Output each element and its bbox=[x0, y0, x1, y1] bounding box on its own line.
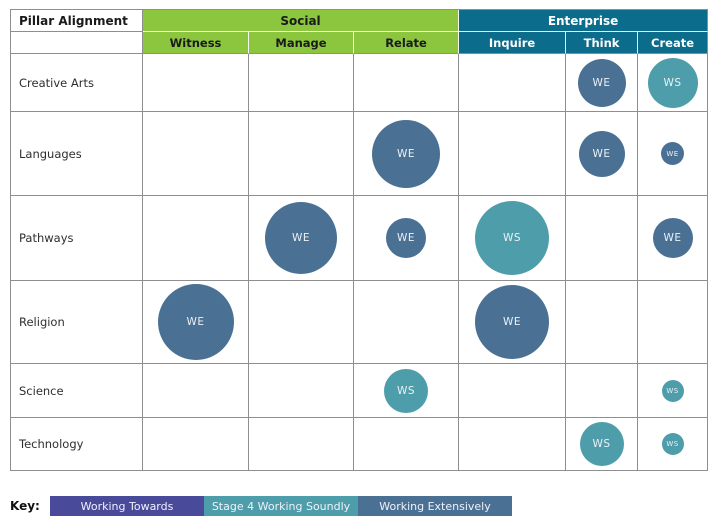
cell-technology-inquire bbox=[459, 418, 567, 471]
cell-creative-arts-manage bbox=[249, 54, 354, 112]
cell-technology-relate bbox=[354, 418, 460, 471]
table-row-pathways: Pathways WE WE WS WE bbox=[11, 196, 709, 281]
cell-science-relate: WS bbox=[354, 364, 460, 418]
cell-languages-think: WE bbox=[566, 112, 639, 196]
column-header-think: Think bbox=[566, 32, 639, 54]
cell-languages-relate: WE bbox=[354, 112, 460, 196]
cell-religion-manage bbox=[249, 281, 354, 364]
cell-science-manage bbox=[249, 364, 354, 418]
table-row-creative-arts: Creative Arts WE WS bbox=[11, 54, 709, 112]
cell-languages-manage bbox=[249, 112, 354, 196]
cell-languages-create: WE bbox=[638, 112, 709, 196]
matrix-body: Creative Arts WE WS Languages WE WE WE Pathways… bbox=[11, 54, 709, 471]
cell-science-think bbox=[566, 364, 639, 418]
bubble-we-religion-inquire: WE bbox=[475, 285, 550, 359]
legend-label: Key: bbox=[10, 499, 40, 513]
row-label-science: Science bbox=[11, 364, 143, 418]
legend-item-working-towards: Working Towards bbox=[50, 496, 204, 516]
column-header-create: Create bbox=[638, 32, 709, 54]
pillar-alignment-matrix: Pillar Alignment Social Enterprise Witness M… bbox=[10, 9, 709, 471]
cell-creative-arts-think: WE bbox=[566, 54, 639, 112]
column-header-inquire: Inquire bbox=[459, 32, 567, 54]
cell-creative-arts-create: WS bbox=[638, 54, 709, 112]
bubble-we-pathways-relate: WE bbox=[386, 218, 427, 258]
cell-science-witness bbox=[143, 364, 249, 418]
column-header-relate: Relate bbox=[354, 32, 460, 54]
legend-item-stage-4-working-soundly: Stage 4 Working Soundly bbox=[204, 496, 358, 516]
cell-religion-create bbox=[638, 281, 709, 364]
cell-languages-inquire bbox=[459, 112, 567, 196]
cell-technology-create: WS bbox=[638, 418, 709, 471]
bubble-we-creative-arts-think: WE bbox=[577, 58, 626, 107]
bubble-ws-technology-think: WS bbox=[579, 422, 624, 466]
cell-pathways-inquire: WS bbox=[459, 196, 567, 281]
table-row-languages: Languages WE WE WE bbox=[11, 112, 709, 196]
corner-cell-pillar-alignment: Pillar Alignment bbox=[11, 10, 143, 32]
cell-science-inquire bbox=[459, 364, 567, 418]
corner-cell-blank bbox=[11, 32, 143, 54]
cell-creative-arts-relate bbox=[354, 54, 460, 112]
cell-technology-think: WS bbox=[566, 418, 639, 471]
row-label-pathways: Pathways bbox=[11, 196, 143, 281]
bubble-we-languages-relate: WE bbox=[372, 119, 441, 188]
cell-religion-inquire: WE bbox=[459, 281, 567, 364]
bubble-we-languages-create: WE bbox=[661, 142, 685, 165]
row-label-creative-arts: Creative Arts bbox=[11, 54, 143, 112]
row-label-religion: Religion bbox=[11, 281, 143, 364]
cell-pathways-witness bbox=[143, 196, 249, 281]
cell-technology-manage bbox=[249, 418, 354, 471]
legend-items: Working Towards Stage 4 Working Soundly Wo… bbox=[50, 496, 512, 516]
cell-religion-witness: WE bbox=[143, 281, 249, 364]
bubble-ws-technology-create: WS bbox=[661, 433, 684, 455]
cell-pathways-relate: WE bbox=[354, 196, 460, 281]
cell-pathways-create: WE bbox=[638, 196, 709, 281]
matrix-header: Pillar Alignment Social Enterprise Witness M… bbox=[11, 10, 709, 54]
bubble-we-pathways-manage: WE bbox=[265, 202, 337, 274]
bubble-we-languages-think: WE bbox=[578, 130, 625, 177]
table-row-science: Science WS WS bbox=[11, 364, 709, 418]
cell-science-create: WS bbox=[638, 364, 709, 418]
column-group-enterprise: Enterprise bbox=[459, 10, 709, 32]
column-header-witness: Witness bbox=[143, 32, 249, 54]
row-label-technology: Technology bbox=[11, 418, 143, 471]
bubble-we-pathways-create: WE bbox=[652, 218, 693, 258]
column-header-manage: Manage bbox=[249, 32, 354, 54]
cell-religion-think bbox=[566, 281, 639, 364]
bubble-we-religion-witness: WE bbox=[157, 284, 234, 360]
cell-technology-witness bbox=[143, 418, 249, 471]
bubble-ws-pathways-inquire: WS bbox=[475, 201, 550, 275]
bubble-ws-creative-arts-create: WS bbox=[647, 57, 698, 108]
table-row-technology: Technology WS WS bbox=[11, 418, 709, 471]
bubble-ws-science-relate: WS bbox=[384, 368, 429, 413]
row-label-languages: Languages bbox=[11, 112, 143, 196]
legend-item-working-extensively: Working Extensively bbox=[358, 496, 512, 516]
cell-pathways-manage: WE bbox=[249, 196, 354, 281]
table-row-religion: Religion WE WE bbox=[11, 281, 709, 364]
cell-religion-relate bbox=[354, 281, 460, 364]
column-group-social: Social bbox=[143, 10, 460, 32]
cell-creative-arts-inquire bbox=[459, 54, 567, 112]
cell-languages-witness bbox=[143, 112, 249, 196]
bubble-ws-science-create: WS bbox=[661, 379, 684, 402]
cell-creative-arts-witness bbox=[143, 54, 249, 112]
legend: Key: Working Towards Stage 4 Working Soun… bbox=[10, 496, 717, 516]
cell-pathways-think bbox=[566, 196, 639, 281]
